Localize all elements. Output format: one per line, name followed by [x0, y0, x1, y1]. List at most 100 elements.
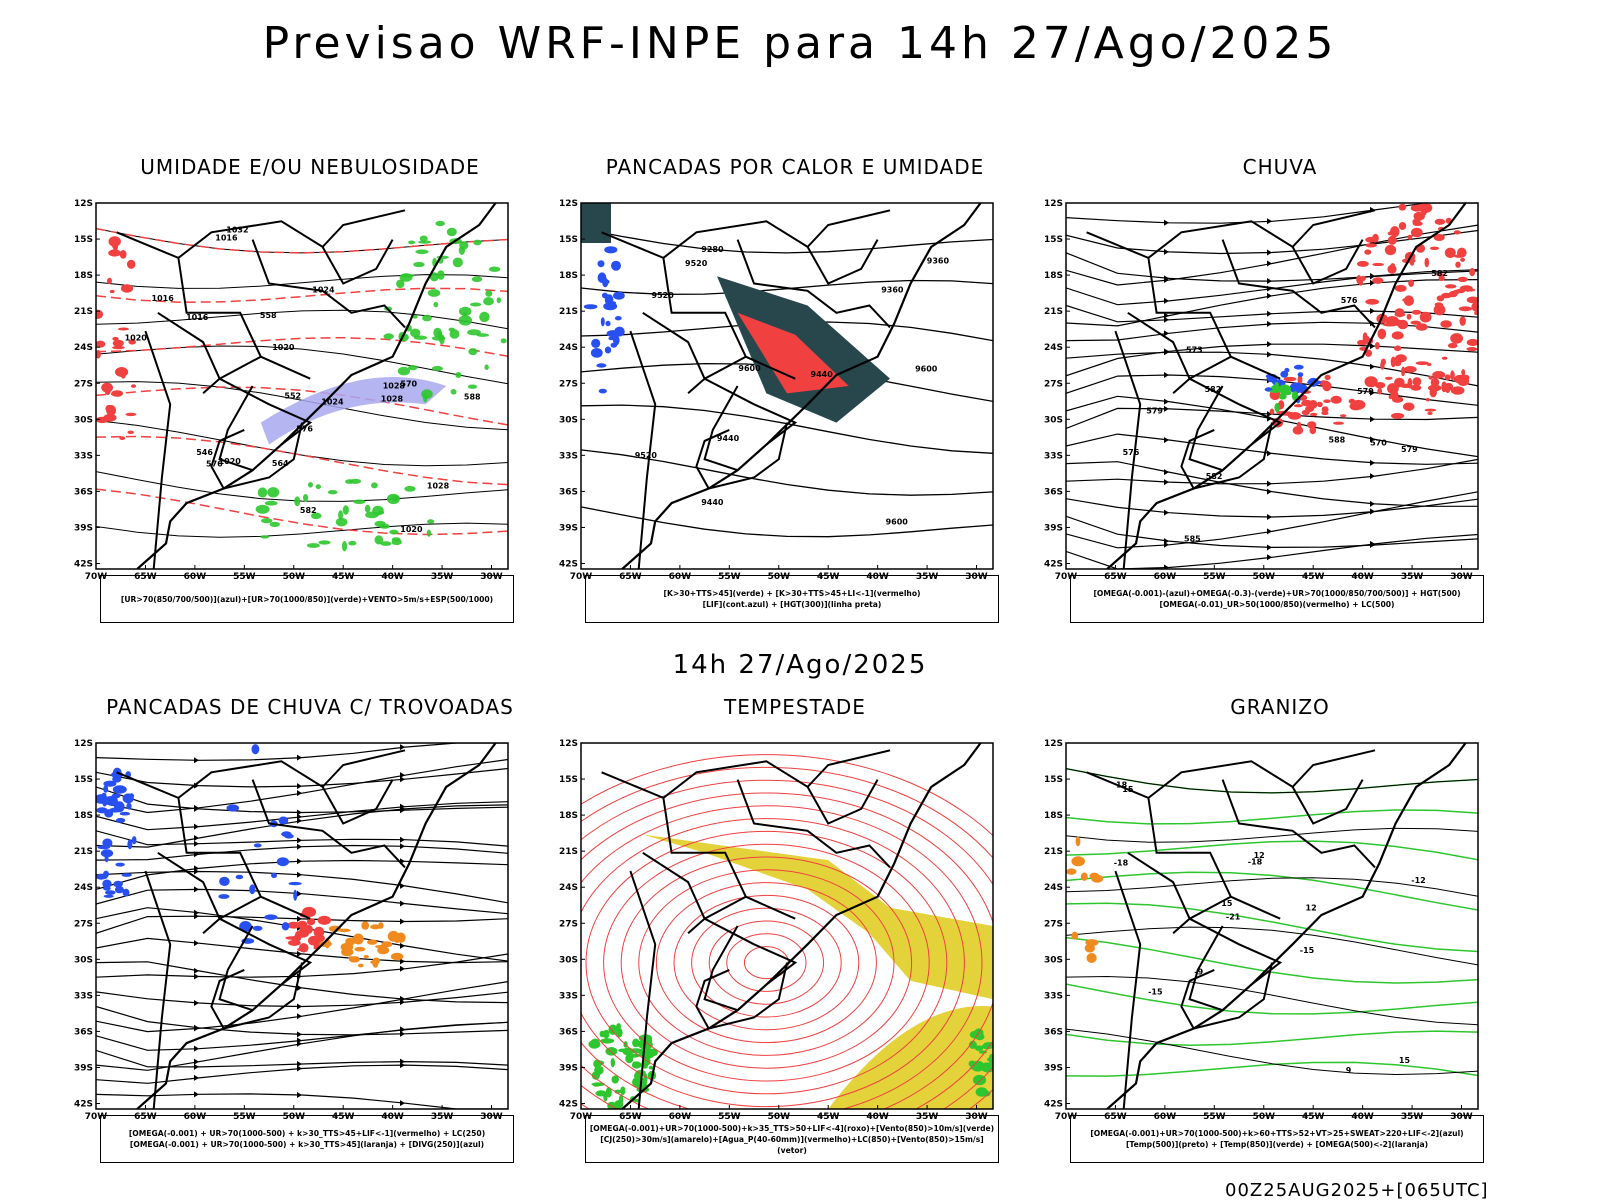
panel-title: PANCADAS DE CHUVA C/ TROVOADAS [106, 695, 514, 719]
lat-tick-label: 30S [74, 415, 93, 425]
contour-label: -15 [1300, 946, 1315, 955]
contour-label: 1024 [312, 286, 335, 295]
lon-tick-label: 70W [570, 572, 593, 581]
lon-tick-label: 65W [1104, 572, 1127, 581]
lon-tick-label: 35W [916, 1112, 939, 1121]
legend-line: [OMEGA(-0.001)-(azul)+OMEGA(-0.3)-(verde… [1093, 589, 1461, 598]
lon-tick-label: 40W [381, 572, 404, 581]
contour-label: 579 [1401, 445, 1418, 454]
panel-pancadas_trovoadas: PANCADAS DE CHUVA C/ TROVOADAS 12S 15S 18S 2… [70, 695, 550, 1165]
panel-title: GRANIZO [1230, 695, 1330, 719]
lat-tick-label: 18S [559, 271, 578, 281]
contour-label: 1016 [215, 234, 238, 243]
lat-tick-label: 36S [1044, 487, 1063, 497]
lat-tick-label: 12S [1044, 199, 1063, 209]
panel-title: TEMPESTADE [724, 695, 866, 719]
contour-label: -18 [1248, 858, 1263, 867]
map-plot: -21-18-15-12-91215181512915-18-1512S15S1… [1044, 739, 1479, 1121]
lon-tick-label: 70W [85, 1112, 108, 1121]
contour-label: 12 [1254, 851, 1265, 860]
contour-label: 588 [464, 392, 481, 401]
map-plot: 12S 15S 18S 21S 24S 27S 30S 33S 36S 39S 42S 70W 65W 6… [74, 739, 509, 1121]
lon-tick-label: 50W [1253, 1112, 1276, 1121]
lon-tick-label: 45W [1302, 1112, 1325, 1121]
lat-tick-label: 15S [1044, 775, 1063, 785]
lat-tick-label: 27S [74, 919, 93, 929]
contour-label: 1020 [219, 457, 242, 466]
panel-granizo: GRANIZO -21 -18 -15 -12 -9 12 15 18 15 12 9 15 -18 -15… [1040, 695, 1520, 1165]
contour-label: 582 [1206, 472, 1223, 481]
contour-label: 582 [300, 506, 317, 515]
legend-line: [OMEGA(-0.001) + UR>70(1000-500) + k>30_… [128, 1129, 486, 1138]
map-plot: 585 588 582 582 579 576 579 582 579 576 573 570 12S 1… [1044, 199, 1479, 581]
lat-tick-label: 21S [74, 307, 93, 317]
contour-label: 579 [1146, 407, 1163, 416]
lon-tick-label: 40W [1351, 1112, 1374, 1121]
lon-tick-label: 50W [283, 572, 306, 581]
lat-tick-label: 39S [559, 1064, 578, 1074]
panel-pancadas_calor: PANCADAS POR CALOR E UMIDADE 9520 9600 9600… [555, 155, 1035, 625]
lat-tick-label: 15S [559, 235, 578, 245]
legend-line: [UR>70(850/700/500)](azul)+[UR>70(1000/8… [120, 594, 494, 604]
lat-tick-label: 33S [559, 991, 578, 1001]
lon-tick-label: 45W [817, 572, 840, 581]
lat-tick-label: 18S [559, 811, 578, 821]
lon-tick-label: 50W [768, 572, 791, 581]
lon-tick-label: 55W [718, 1112, 741, 1121]
plot-frame [95, 742, 509, 1110]
lon-tick-label: 45W [1302, 572, 1325, 581]
plot-frame [1065, 202, 1479, 570]
lat-tick-label: 42S [1044, 1100, 1063, 1110]
lat-tick-label: 30S [74, 955, 93, 965]
lat-tick-label: 24S [74, 883, 93, 893]
lon-tick-label: 55W [1203, 572, 1226, 581]
lon-tick-label: 35W [916, 572, 939, 581]
contour-label: 546 [196, 448, 213, 457]
panel-legend: [OMEGA(-0.001) + UR>70(1000-500) + k>30_… [100, 1115, 514, 1163]
lon-tick-label: 40W [381, 1112, 404, 1121]
contour-label: -21 [1226, 912, 1241, 921]
plot-frame [580, 202, 994, 570]
lat-tick-label: 42S [559, 560, 578, 570]
contour-label: 9280 [701, 245, 724, 254]
legend-line: [Temp(500)](preto) + [Temp(850)](verde) … [1125, 1140, 1429, 1149]
lat-tick-label: 36S [559, 1027, 578, 1037]
lon-tick-label: 55W [1203, 1112, 1226, 1121]
lat-tick-label: 33S [559, 451, 578, 461]
lat-tick-label: 27S [1044, 919, 1063, 929]
lat-tick-label: 39S [559, 524, 578, 534]
page-title: Previsao WRF-INPE para 14h 27/Ago/2025 [262, 18, 1338, 69]
contour-label: 582 [1431, 269, 1448, 278]
contour-label: 9520 [685, 259, 708, 268]
contour-label: -18 [1114, 859, 1129, 868]
legend-line: [LIF](cont.azul) + [HGT(300)](linha pret… [702, 600, 882, 609]
plot-frame [1065, 742, 1479, 1110]
lat-tick-label: 18S [1044, 811, 1063, 821]
panel-title: CHUVA [1242, 155, 1318, 179]
map-plot: 1016 1016 1020 1016 1020 1024 1020 1024 1028 1028… [74, 199, 509, 581]
lat-tick-label: 39S [1044, 1064, 1063, 1074]
lat-tick-label: 12S [559, 199, 578, 209]
map-plot: 12S 15S 18S 21S 24S 27S 30S 33S 36S 39S 42S 70W 65W 6… [559, 739, 994, 1121]
lon-tick-label: 65W [1104, 1112, 1127, 1121]
lon-tick-label: 35W [1401, 1112, 1424, 1121]
lat-tick-label: 18S [1044, 271, 1063, 281]
lat-tick-label: 18S [74, 271, 93, 281]
panel-umidade: UMIDADE E/OU NEBULOSIDADE 1016 1016 1020 101… [70, 155, 550, 625]
lat-tick-label: 39S [1044, 524, 1063, 534]
lat-tick-label: 21S [559, 307, 578, 317]
lat-tick-label: 24S [1044, 343, 1063, 353]
lon-tick-label: 45W [817, 1112, 840, 1121]
legend-line: [OMEGA(-0.001)+UR>70(1000-500)+k>35_TTS>… [589, 1123, 995, 1133]
lat-tick-label: 15S [559, 775, 578, 785]
contour-label: 564 [272, 459, 289, 468]
contour-label: 576 [1123, 448, 1140, 457]
lon-tick-label: 55W [233, 1112, 256, 1121]
contour-label: 9440 [811, 370, 834, 379]
lon-tick-label: 55W [233, 572, 256, 581]
plot-frame [580, 742, 994, 1110]
lat-tick-label: 33S [1044, 991, 1063, 1001]
contour-label: 1024 [321, 398, 344, 407]
lon-tick-label: 40W [866, 1112, 889, 1121]
lat-tick-label: 33S [74, 451, 93, 461]
